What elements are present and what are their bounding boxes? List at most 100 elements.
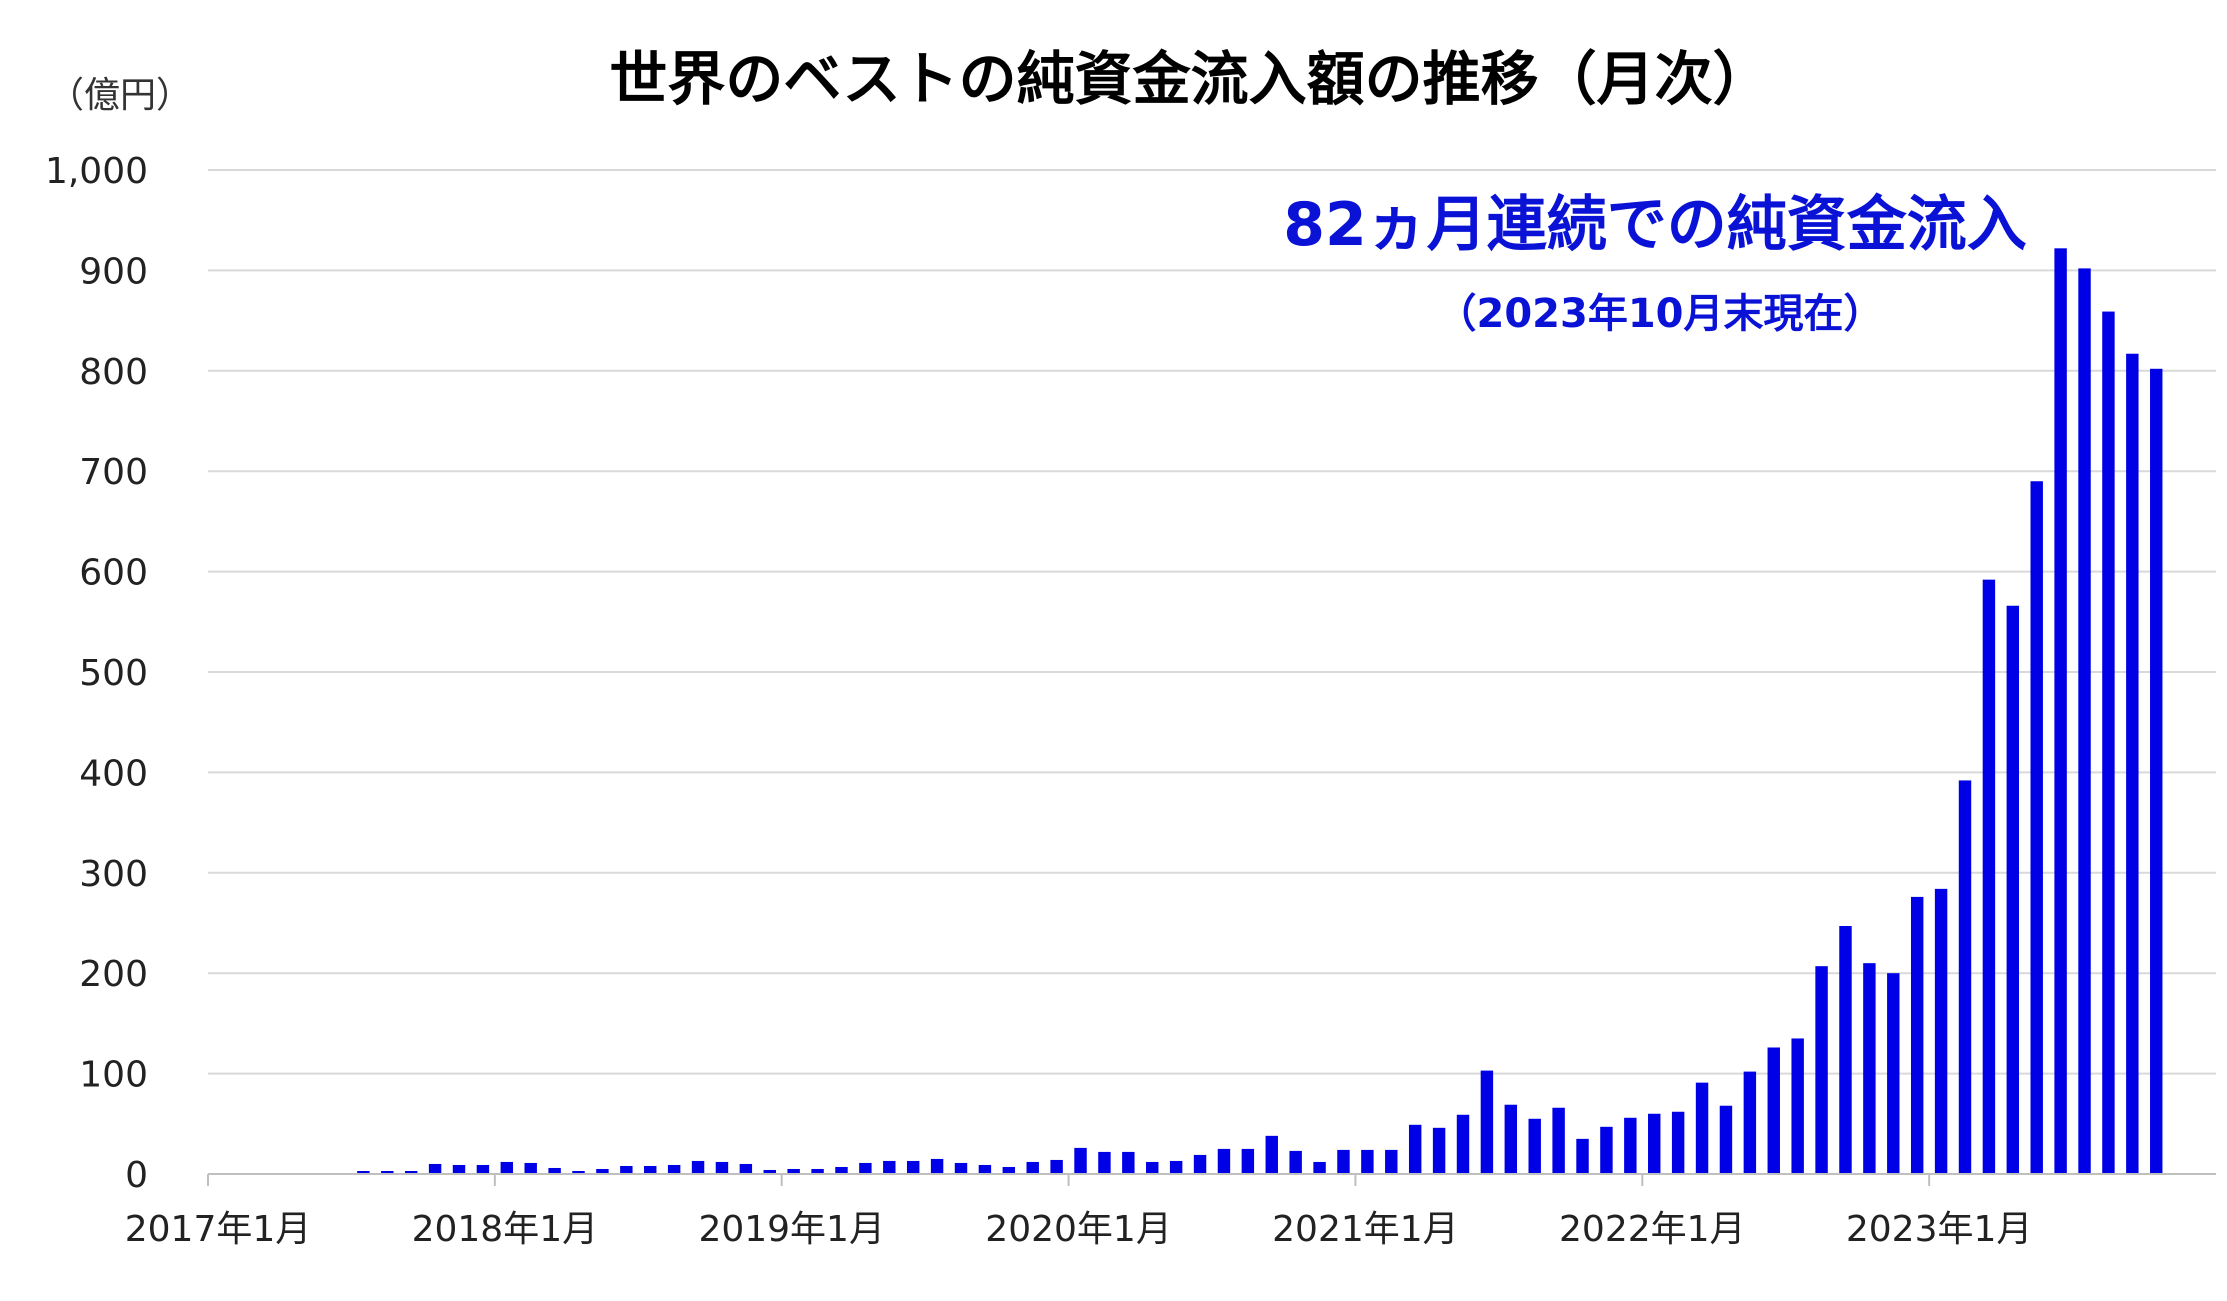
bar	[954, 1162, 968, 1174]
bar	[1743, 1071, 1757, 1174]
bars	[357, 248, 2163, 1175]
y-tick-label: 600	[79, 553, 148, 594]
bar	[1982, 579, 1996, 1174]
bar	[1863, 963, 1876, 1174]
bar	[835, 1166, 848, 1174]
bar	[1600, 1126, 1613, 1174]
y-tick-label: 700	[79, 452, 148, 493]
bar	[1648, 1113, 1661, 1174]
y-tick-label: 400	[79, 753, 148, 794]
bar	[428, 1163, 442, 1174]
bar	[2030, 481, 2043, 1174]
bar	[715, 1161, 729, 1174]
bar	[1456, 1114, 1470, 1174]
bar	[1337, 1149, 1350, 1174]
chart-title: 世界のベストの純資金流入額の推移（月次）	[609, 45, 1770, 113]
bar	[1887, 973, 1900, 1174]
bar	[1552, 1107, 1565, 1174]
bar	[691, 1160, 705, 1174]
bar	[404, 1170, 418, 1174]
bar	[1767, 1047, 1780, 1174]
bar	[1217, 1148, 1231, 1174]
bar	[1528, 1118, 1541, 1174]
bar	[1313, 1161, 1326, 1174]
bar	[859, 1162, 872, 1174]
x-tick-label: 2019年1月	[698, 1209, 885, 1250]
bar	[1241, 1148, 1255, 1174]
x-tick-label: 2021年1月	[1272, 1209, 1459, 1250]
bar	[381, 1170, 394, 1174]
bar	[883, 1160, 896, 1174]
bar	[1695, 1082, 1709, 1174]
x-tick-label: 2020年1月	[985, 1209, 1172, 1250]
bar	[1146, 1161, 1159, 1174]
y-tick-label: 300	[79, 854, 148, 895]
bar	[1576, 1138, 1589, 1174]
bar	[930, 1158, 944, 1174]
y-tick-label: 100	[79, 1055, 148, 1096]
bar	[2150, 368, 2163, 1174]
bar	[667, 1164, 681, 1174]
y-tick-label: 900	[79, 251, 148, 292]
bar	[1934, 888, 1948, 1174]
bar	[1624, 1117, 1637, 1174]
bar	[1910, 896, 1924, 1174]
bar	[787, 1168, 800, 1174]
bar	[1958, 780, 1972, 1174]
bar	[1169, 1160, 1183, 1174]
bar	[1002, 1166, 1016, 1174]
bar	[1385, 1149, 1398, 1174]
bar	[1265, 1135, 1278, 1174]
bar	[2078, 268, 2091, 1175]
bar	[1815, 966, 1828, 1174]
x-axis	[207, 1173, 2216, 1186]
bar	[2126, 353, 2139, 1174]
x-tick-label: 2022年1月	[1559, 1209, 1746, 1250]
bar	[1408, 1124, 1422, 1174]
bar	[1050, 1159, 1063, 1174]
bar	[763, 1169, 776, 1174]
bar	[1026, 1161, 1039, 1174]
bar	[2054, 248, 2067, 1174]
bar	[739, 1163, 753, 1174]
bar	[978, 1164, 992, 1174]
gridlines	[208, 169, 2216, 1075]
bar	[1289, 1150, 1302, 1174]
x-axis-tick-labels: 2017年1月 2018年1月 2019年1月 2020年1月 2021年1月 2022年…	[125, 1209, 2033, 1250]
bar	[1480, 1070, 1494, 1174]
bar	[1839, 926, 1852, 1174]
y-tick-label: 0	[125, 1155, 148, 1196]
bar	[452, 1164, 466, 1174]
bar	[1193, 1154, 1207, 1174]
x-tick-label: 2023年1月	[1846, 1209, 2033, 1250]
y-tick-label: 800	[79, 352, 148, 393]
bar	[524, 1162, 537, 1174]
y-axis-unit-label: （億円）	[48, 75, 192, 116]
x-tick-label: 2017年1月	[125, 1209, 312, 1250]
bar	[1098, 1151, 1111, 1174]
y-tick-label: 1,000	[45, 151, 148, 192]
bar	[476, 1164, 490, 1174]
bar	[2006, 605, 2020, 1174]
bar	[548, 1167, 561, 1174]
x-tick-label: 2018年1月	[412, 1209, 599, 1250]
bar	[1504, 1104, 1518, 1174]
annotation-sub: （2023年10月末現在）	[1437, 291, 1884, 337]
bar	[644, 1165, 657, 1174]
bar	[596, 1168, 609, 1174]
bar	[1671, 1111, 1685, 1174]
y-tick-label: 200	[79, 954, 148, 995]
y-axis-tick-labels: 0 100 200 300 400 500 600 700 800 900 1,000	[45, 151, 148, 1196]
bar	[500, 1161, 514, 1174]
bar	[1432, 1127, 1446, 1174]
bar	[906, 1160, 920, 1174]
bar	[1361, 1149, 1374, 1174]
bar	[2102, 311, 2115, 1175]
y-tick-label: 500	[79, 653, 148, 694]
bar	[811, 1168, 824, 1174]
bar	[1074, 1147, 1087, 1174]
bar	[1719, 1105, 1733, 1174]
bar	[1791, 1038, 1804, 1174]
bar	[620, 1165, 633, 1174]
